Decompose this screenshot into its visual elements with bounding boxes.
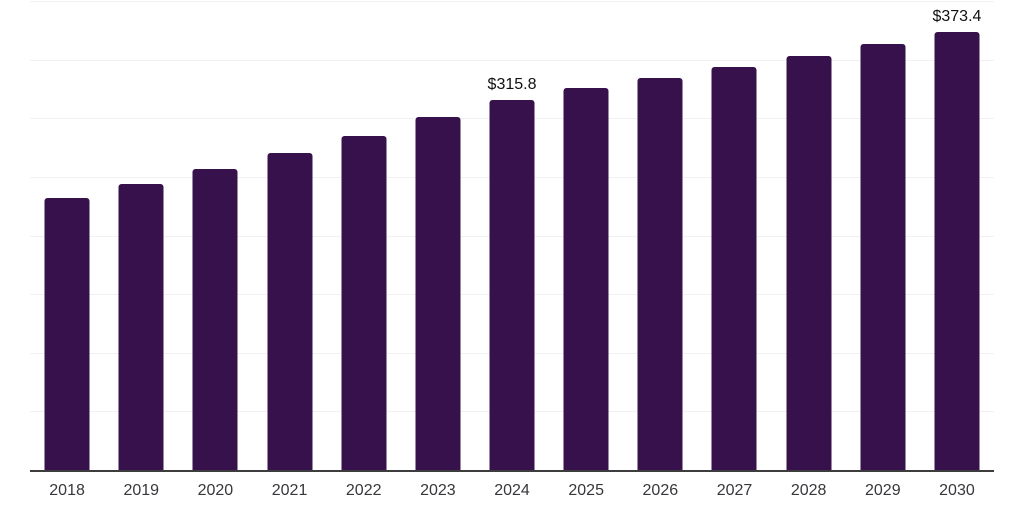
x-tick-label: 2024	[494, 482, 530, 499]
gridline	[30, 1, 994, 2]
bar-slot: $315.8	[475, 1, 549, 470]
bar-slot	[30, 1, 104, 470]
x-tick-label: 2028	[790, 482, 827, 499]
bar	[637, 77, 683, 470]
bar-slot: $373.4	[920, 1, 994, 470]
bar-slot	[697, 1, 771, 470]
bar-slot	[252, 1, 326, 470]
bar-slot	[104, 1, 178, 470]
bar-value-label: $315.8	[487, 75, 537, 93]
x-axis-line	[30, 470, 994, 472]
bar	[860, 43, 906, 470]
x-tick-label: 2018	[49, 482, 85, 499]
x-tick-label: 2026	[642, 482, 679, 499]
bar-slot	[846, 1, 920, 470]
bar-slot	[327, 1, 401, 470]
x-tick-label: 2030	[939, 482, 975, 499]
bar	[118, 183, 164, 470]
bar-slot	[178, 1, 252, 470]
x-tick-label: 2029	[865, 482, 901, 499]
bar-value-label: $373.4	[932, 8, 982, 26]
bar	[415, 117, 461, 470]
x-tick-label: 2023	[420, 482, 456, 499]
bars-row: $315.8 $373.4	[30, 1, 994, 470]
x-tick-label: 2019	[123, 482, 160, 499]
x-tick-label: 2025	[568, 482, 604, 499]
plot-area: $315.8 $373.4	[30, 1, 994, 472]
bar	[563, 88, 609, 470]
x-tick-label: 2020	[197, 482, 234, 499]
x-tick-label: 2021	[271, 482, 308, 499]
bar	[934, 32, 980, 470]
bar-slot	[401, 1, 475, 470]
bar	[341, 135, 387, 470]
bar	[711, 66, 757, 470]
bar-slot	[772, 1, 846, 470]
bar	[489, 99, 535, 470]
bar-slot	[623, 1, 697, 470]
gridline	[30, 59, 994, 61]
bar-slot	[549, 1, 623, 470]
x-axis-tick-labels: 2018 2019 2020 2021 2022 2023 2024 2025 2026 2027…	[30, 483, 994, 499]
x-tick-label: 2022	[345, 482, 382, 499]
bar	[44, 197, 90, 470]
bar	[267, 152, 313, 470]
bar	[786, 55, 832, 470]
x-tick-label: 2027	[716, 482, 753, 499]
bar	[192, 168, 238, 470]
